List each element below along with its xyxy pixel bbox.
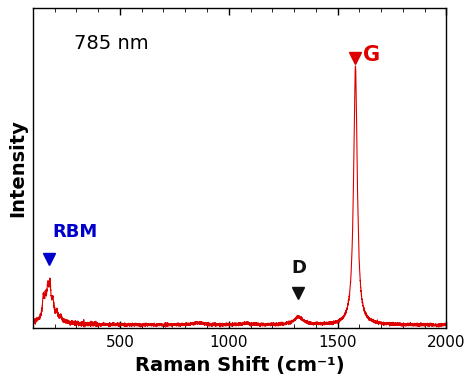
- Text: G: G: [363, 45, 380, 65]
- Text: RBM: RBM: [53, 223, 98, 241]
- Text: D: D: [291, 259, 306, 277]
- X-axis label: Raman Shift (cm⁻¹): Raman Shift (cm⁻¹): [135, 356, 345, 375]
- Y-axis label: Intensity: Intensity: [9, 119, 27, 217]
- Text: 785 nm: 785 nm: [74, 34, 149, 53]
